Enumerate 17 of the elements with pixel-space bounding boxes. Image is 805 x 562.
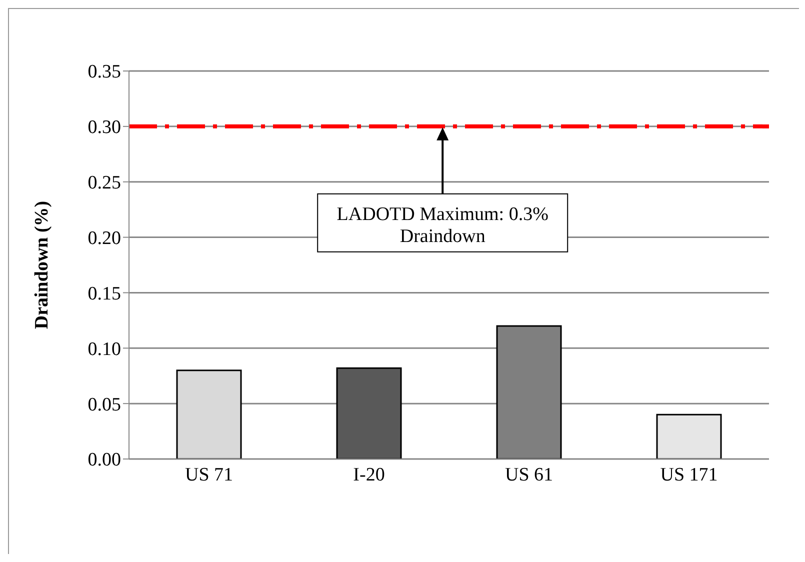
annotation: LADOTD Maximum: 0.3% Draindown — [336, 204, 549, 247]
y-tick-label: 0.10 — [88, 338, 121, 360]
bar — [336, 367, 402, 459]
y-tick-label: 0.00 — [88, 450, 121, 471]
y-tick-label: 0.20 — [88, 228, 121, 250]
x-tick-label: US 171 — [660, 464, 718, 486]
bar — [176, 370, 242, 459]
y-tick-label: 0.25 — [88, 172, 121, 194]
y-tick-label: 0.15 — [88, 283, 121, 304]
y-tick-label: 0.30 — [88, 117, 121, 138]
y-tick-label: 0.35 — [88, 62, 121, 83]
bar — [656, 414, 722, 459]
x-tick-label: I-20 — [353, 464, 385, 486]
x-tick-label: US 61 — [504, 464, 554, 486]
y-tick-label: 0.05 — [88, 394, 121, 416]
y-axis-title: Draindown (%) — [32, 200, 53, 330]
x-tick-label: US 71 — [184, 464, 234, 486]
